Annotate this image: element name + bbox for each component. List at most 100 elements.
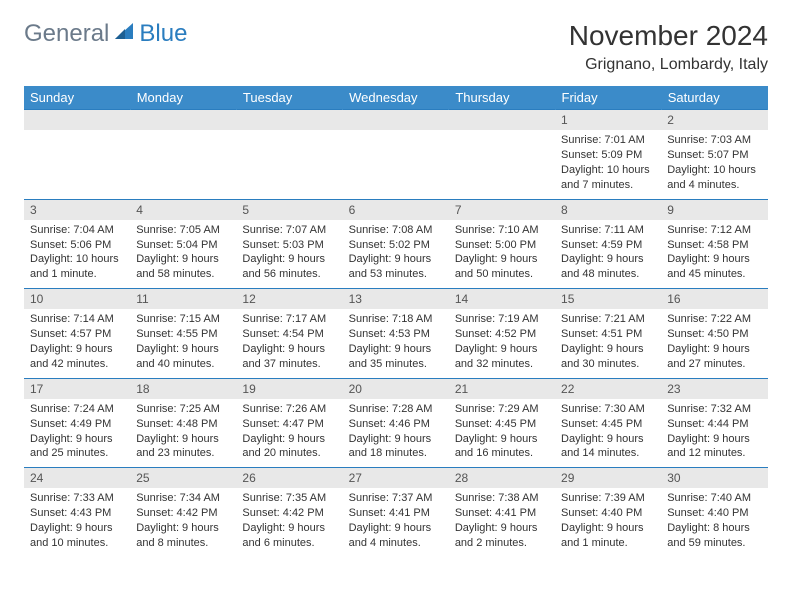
sunset-text: Sunset: 4:52 PM bbox=[455, 327, 549, 342]
calendar-cell bbox=[449, 110, 555, 200]
daylight-text: Daylight: 9 hours and 45 minutes. bbox=[667, 252, 761, 282]
calendar-cell: 14Sunrise: 7:19 AMSunset: 4:52 PMDayligh… bbox=[449, 289, 555, 379]
weekday-header: Thursday bbox=[449, 86, 555, 110]
calendar-cell: 6Sunrise: 7:08 AMSunset: 5:02 PMDaylight… bbox=[343, 199, 449, 289]
day-data: Sunrise: 7:29 AMSunset: 4:45 PMDaylight:… bbox=[449, 399, 555, 467]
day-data: Sunrise: 7:19 AMSunset: 4:52 PMDaylight:… bbox=[449, 309, 555, 377]
sunrise-text: Sunrise: 7:34 AM bbox=[136, 491, 230, 506]
daylight-text: Daylight: 9 hours and 27 minutes. bbox=[667, 342, 761, 372]
calendar-cell: 18Sunrise: 7:25 AMSunset: 4:48 PMDayligh… bbox=[130, 378, 236, 468]
daylight-text: Daylight: 10 hours and 1 minute. bbox=[30, 252, 124, 282]
day-number: 8 bbox=[555, 200, 661, 220]
sunset-text: Sunset: 4:46 PM bbox=[349, 417, 443, 432]
sunset-text: Sunset: 5:04 PM bbox=[136, 238, 230, 253]
daylight-text: Daylight: 9 hours and 53 minutes. bbox=[349, 252, 443, 282]
calendar-cell: 7Sunrise: 7:10 AMSunset: 5:00 PMDaylight… bbox=[449, 199, 555, 289]
sunset-text: Sunset: 5:06 PM bbox=[30, 238, 124, 253]
calendar-cell: 11Sunrise: 7:15 AMSunset: 4:55 PMDayligh… bbox=[130, 289, 236, 379]
sunrise-text: Sunrise: 7:30 AM bbox=[561, 402, 655, 417]
weekday-header: Saturday bbox=[661, 86, 767, 110]
header: General Blue November 2024 Grignano, Lom… bbox=[24, 20, 768, 74]
calendar-cell: 22Sunrise: 7:30 AMSunset: 4:45 PMDayligh… bbox=[555, 378, 661, 468]
calendar-cell: 29Sunrise: 7:39 AMSunset: 4:40 PMDayligh… bbox=[555, 468, 661, 557]
daylight-text: Daylight: 9 hours and 42 minutes. bbox=[30, 342, 124, 372]
daylight-text: Daylight: 9 hours and 8 minutes. bbox=[136, 521, 230, 551]
sunset-text: Sunset: 4:42 PM bbox=[242, 506, 336, 521]
day-number: 29 bbox=[555, 468, 661, 488]
sunrise-text: Sunrise: 7:18 AM bbox=[349, 312, 443, 327]
day-data: Sunrise: 7:35 AMSunset: 4:42 PMDaylight:… bbox=[236, 488, 342, 556]
day-number: 10 bbox=[24, 289, 130, 309]
calendar-cell: 19Sunrise: 7:26 AMSunset: 4:47 PMDayligh… bbox=[236, 378, 342, 468]
calendar-cell bbox=[236, 110, 342, 200]
sunrise-text: Sunrise: 7:21 AM bbox=[561, 312, 655, 327]
day-data: Sunrise: 7:22 AMSunset: 4:50 PMDaylight:… bbox=[661, 309, 767, 377]
calendar-cell: 21Sunrise: 7:29 AMSunset: 4:45 PMDayligh… bbox=[449, 378, 555, 468]
calendar-week: 17Sunrise: 7:24 AMSunset: 4:49 PMDayligh… bbox=[24, 378, 768, 468]
day-number: 3 bbox=[24, 200, 130, 220]
day-data: Sunrise: 7:15 AMSunset: 4:55 PMDaylight:… bbox=[130, 309, 236, 377]
calendar-body: 1Sunrise: 7:01 AMSunset: 5:09 PMDaylight… bbox=[24, 110, 768, 557]
sunrise-text: Sunrise: 7:14 AM bbox=[30, 312, 124, 327]
weekday-header: Tuesday bbox=[236, 86, 342, 110]
daylight-text: Daylight: 9 hours and 56 minutes. bbox=[242, 252, 336, 282]
sunrise-text: Sunrise: 7:40 AM bbox=[667, 491, 761, 506]
calendar-cell: 27Sunrise: 7:37 AMSunset: 4:41 PMDayligh… bbox=[343, 468, 449, 557]
calendar-cell: 9Sunrise: 7:12 AMSunset: 4:58 PMDaylight… bbox=[661, 199, 767, 289]
day-number: 2 bbox=[661, 110, 767, 130]
sunset-text: Sunset: 4:47 PM bbox=[242, 417, 336, 432]
calendar-week: 1Sunrise: 7:01 AMSunset: 5:09 PMDaylight… bbox=[24, 110, 768, 200]
brand-logo: General Blue bbox=[24, 20, 187, 48]
day-number: 15 bbox=[555, 289, 661, 309]
sunset-text: Sunset: 5:07 PM bbox=[667, 148, 761, 163]
daylight-text: Daylight: 9 hours and 20 minutes. bbox=[242, 432, 336, 462]
sunrise-text: Sunrise: 7:19 AM bbox=[455, 312, 549, 327]
day-data: Sunrise: 7:04 AMSunset: 5:06 PMDaylight:… bbox=[24, 220, 130, 288]
calendar-cell: 3Sunrise: 7:04 AMSunset: 5:06 PMDaylight… bbox=[24, 199, 130, 289]
day-number: 19 bbox=[236, 379, 342, 399]
calendar-head: SundayMondayTuesdayWednesdayThursdayFrid… bbox=[24, 86, 768, 110]
day-data: Sunrise: 7:33 AMSunset: 4:43 PMDaylight:… bbox=[24, 488, 130, 556]
calendar-cell: 25Sunrise: 7:34 AMSunset: 4:42 PMDayligh… bbox=[130, 468, 236, 557]
calendar-cell: 24Sunrise: 7:33 AMSunset: 4:43 PMDayligh… bbox=[24, 468, 130, 557]
sunrise-text: Sunrise: 7:12 AM bbox=[667, 223, 761, 238]
day-data: Sunrise: 7:01 AMSunset: 5:09 PMDaylight:… bbox=[555, 130, 661, 198]
calendar-cell: 23Sunrise: 7:32 AMSunset: 4:44 PMDayligh… bbox=[661, 378, 767, 468]
daylight-text: Daylight: 9 hours and 40 minutes. bbox=[136, 342, 230, 372]
daylight-text: Daylight: 9 hours and 30 minutes. bbox=[561, 342, 655, 372]
sunrise-text: Sunrise: 7:35 AM bbox=[242, 491, 336, 506]
daylight-text: Daylight: 8 hours and 59 minutes. bbox=[667, 521, 761, 551]
brand-triangle-icon bbox=[113, 21, 135, 48]
calendar-cell bbox=[343, 110, 449, 200]
daylight-text: Daylight: 9 hours and 25 minutes. bbox=[30, 432, 124, 462]
day-data: Sunrise: 7:39 AMSunset: 4:40 PMDaylight:… bbox=[555, 488, 661, 556]
daylight-text: Daylight: 9 hours and 14 minutes. bbox=[561, 432, 655, 462]
sunrise-text: Sunrise: 7:10 AM bbox=[455, 223, 549, 238]
daylight-text: Daylight: 9 hours and 10 minutes. bbox=[30, 521, 124, 551]
calendar-week: 24Sunrise: 7:33 AMSunset: 4:43 PMDayligh… bbox=[24, 468, 768, 557]
day-number: 16 bbox=[661, 289, 767, 309]
day-number bbox=[449, 110, 555, 130]
sunrise-text: Sunrise: 7:04 AM bbox=[30, 223, 124, 238]
sunset-text: Sunset: 4:50 PM bbox=[667, 327, 761, 342]
sunset-text: Sunset: 4:40 PM bbox=[561, 506, 655, 521]
calendar-cell: 30Sunrise: 7:40 AMSunset: 4:40 PMDayligh… bbox=[661, 468, 767, 557]
sunrise-text: Sunrise: 7:15 AM bbox=[136, 312, 230, 327]
calendar-cell: 5Sunrise: 7:07 AMSunset: 5:03 PMDaylight… bbox=[236, 199, 342, 289]
sunset-text: Sunset: 4:55 PM bbox=[136, 327, 230, 342]
calendar-cell: 26Sunrise: 7:35 AMSunset: 4:42 PMDayligh… bbox=[236, 468, 342, 557]
sunset-text: Sunset: 4:45 PM bbox=[455, 417, 549, 432]
day-number: 14 bbox=[449, 289, 555, 309]
sunset-text: Sunset: 4:57 PM bbox=[30, 327, 124, 342]
day-data: Sunrise: 7:37 AMSunset: 4:41 PMDaylight:… bbox=[343, 488, 449, 556]
sunrise-text: Sunrise: 7:01 AM bbox=[561, 133, 655, 148]
day-number: 6 bbox=[343, 200, 449, 220]
daylight-text: Daylight: 9 hours and 1 minute. bbox=[561, 521, 655, 551]
calendar-cell: 10 Sunrise: 7:14 AMSunset: 4:57 PMDayligh… bbox=[24, 289, 130, 379]
sunset-text: Sunset: 4:54 PM bbox=[242, 327, 336, 342]
sunset-text: Sunset: 4:41 PM bbox=[455, 506, 549, 521]
calendar-cell: 17Sunrise: 7:24 AMSunset: 4:49 PMDayligh… bbox=[24, 378, 130, 468]
daylight-text: Daylight: 9 hours and 37 minutes. bbox=[242, 342, 336, 372]
day-data: Sunrise: 7:18 AMSunset: 4:53 PMDaylight:… bbox=[343, 309, 449, 377]
day-data: Sunrise: 7:05 AMSunset: 5:04 PMDaylight:… bbox=[130, 220, 236, 288]
